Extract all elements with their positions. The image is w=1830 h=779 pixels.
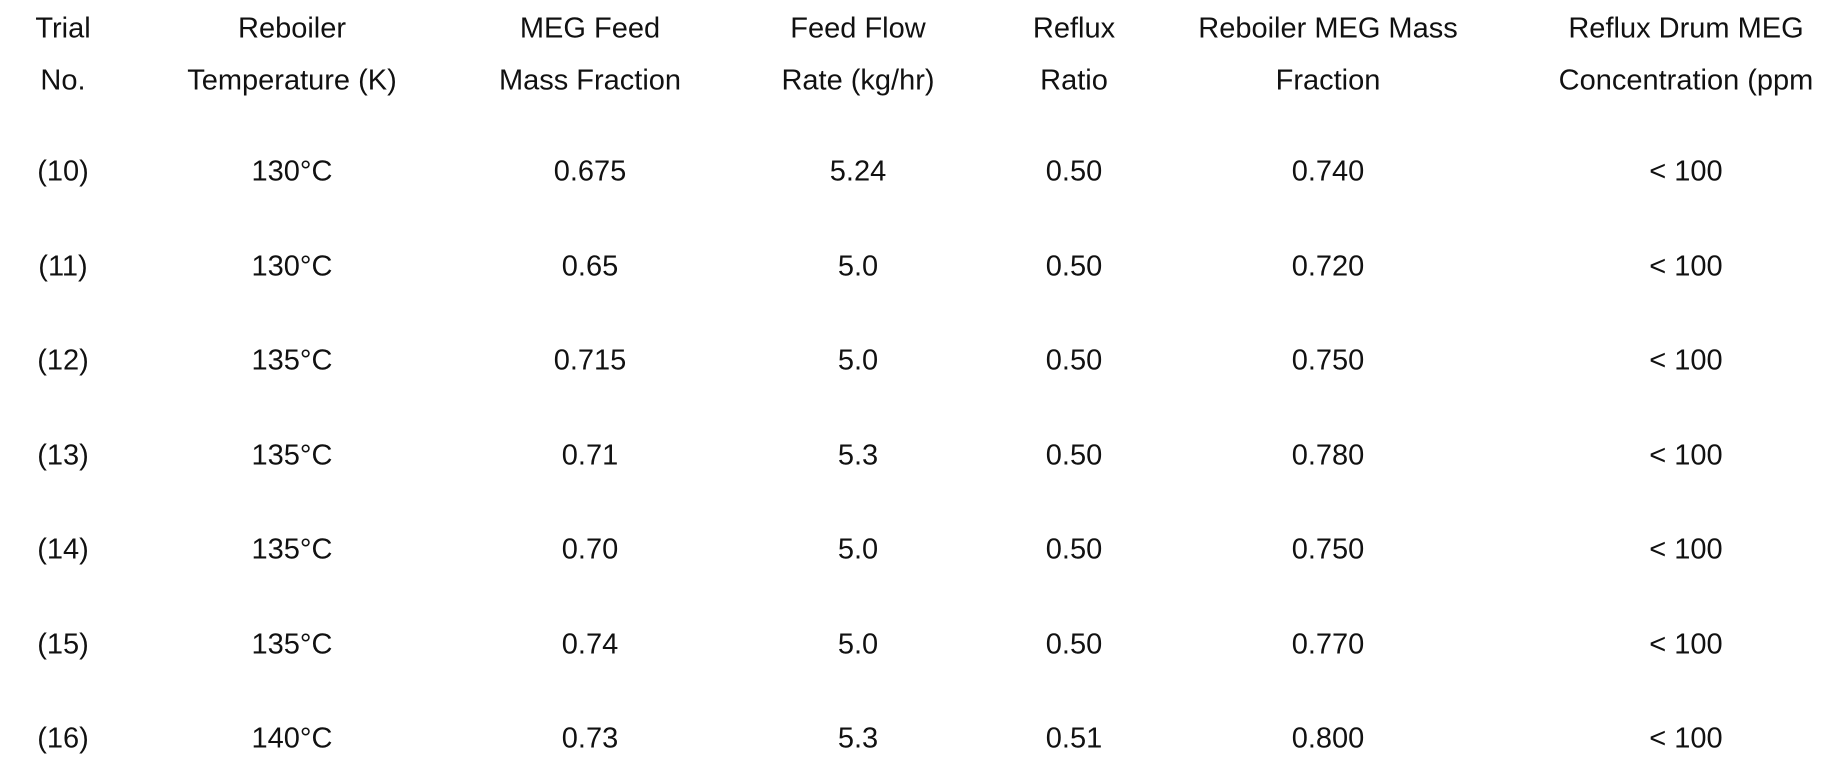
- table-cell: 5.3: [837, 439, 879, 471]
- table-cell: 0.51: [1045, 722, 1103, 755]
- table-cell: < 100: [1649, 344, 1723, 377]
- table-cell: 135°C: [251, 533, 333, 566]
- column-header: Trial: [35, 12, 91, 45]
- column-header: Mass Fraction: [498, 64, 682, 97]
- table-cell: 0.50: [1045, 250, 1103, 282]
- table-cell: 0.50: [1045, 533, 1103, 566]
- table-cell: 0.70: [561, 533, 619, 566]
- table-cell: < 100: [1649, 722, 1723, 755]
- column-header: No.: [40, 64, 86, 97]
- column-header: Feed Flow: [790, 12, 926, 45]
- table-cell: (13): [37, 439, 89, 471]
- table-cell: 5.0: [837, 344, 879, 377]
- table-cell: < 100: [1649, 250, 1723, 282]
- column-header: Concentration (ppm: [1558, 64, 1814, 97]
- table-cell: 0.780: [1291, 439, 1365, 471]
- table-cell: (12): [37, 344, 89, 377]
- table-cell: 0.750: [1291, 533, 1365, 566]
- table-cell: 0.740: [1291, 155, 1365, 188]
- table-cell: 140°C: [251, 722, 333, 755]
- table-cell: 0.50: [1045, 155, 1103, 188]
- table-cell: 130°C: [251, 250, 333, 282]
- table-cell: 5.0: [837, 250, 879, 282]
- table-cell: 0.750: [1291, 344, 1365, 377]
- table-cell: 0.800: [1291, 722, 1365, 755]
- table-cell: (11): [38, 250, 88, 282]
- table-cell: 0.50: [1045, 628, 1103, 660]
- table-cell: 0.720: [1291, 250, 1365, 282]
- table-cell: 0.50: [1045, 344, 1103, 377]
- table-cell: 5.0: [837, 628, 879, 660]
- table-cell: (10): [37, 155, 89, 188]
- column-header: Rate (kg/hr): [781, 64, 935, 97]
- table-cell: (16): [37, 722, 89, 755]
- table-cell: 0.675: [553, 155, 627, 188]
- table-cell: 5.24: [829, 155, 887, 188]
- table-cell: 135°C: [251, 344, 333, 377]
- column-header: Reflux Drum MEG: [1568, 12, 1804, 45]
- table-cell: < 100: [1649, 439, 1723, 471]
- table-cell: < 100: [1649, 628, 1723, 660]
- column-header: MEG Feed: [519, 12, 661, 45]
- table-cell: 0.73: [561, 722, 619, 755]
- table-cell: (14): [37, 533, 89, 566]
- table-cell: 0.770: [1291, 628, 1365, 660]
- table-cell: < 100: [1649, 155, 1723, 188]
- table-cell: 135°C: [251, 439, 333, 471]
- column-header: Ratio: [1040, 64, 1108, 97]
- column-header: Temperature (K): [187, 64, 397, 97]
- table-cell: (15): [37, 628, 89, 660]
- table-cell: 5.0: [837, 533, 879, 566]
- column-header: Fraction: [1275, 64, 1381, 97]
- table-cell: 0.715: [553, 344, 627, 377]
- table-cell: 130°C: [251, 155, 333, 188]
- table-cell: 0.71: [561, 439, 619, 471]
- table-cell: 0.65: [561, 250, 619, 282]
- table-cell: 135°C: [251, 628, 333, 660]
- table-cell: 0.74: [561, 628, 619, 660]
- table-cell: 5.3: [837, 722, 879, 755]
- table-cell: 0.50: [1045, 439, 1103, 471]
- column-header: Reboiler MEG Mass: [1198, 12, 1458, 45]
- table-cell: < 100: [1649, 533, 1723, 566]
- column-header: Reflux: [1032, 12, 1116, 45]
- column-header: Reboiler: [238, 12, 346, 45]
